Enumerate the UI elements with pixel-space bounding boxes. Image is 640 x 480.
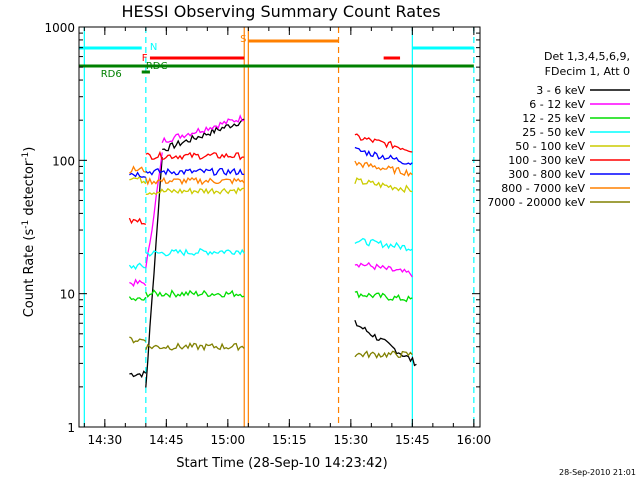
series-line-8 [129, 336, 147, 344]
y-tick-label: 1 [67, 421, 75, 435]
x-tick-label: 15:30 [334, 433, 369, 447]
series-line-8 [354, 350, 413, 360]
series-line-6 [354, 146, 413, 166]
series-line-4 [129, 175, 147, 185]
x-tick-label: 15:45 [395, 433, 430, 447]
series-line-2 [145, 289, 245, 299]
series-line-4 [145, 186, 245, 196]
y-tick-label: 1000 [44, 21, 75, 35]
y-tick-label: 10 [60, 288, 75, 302]
chart-title: HESSI Observing Summary Count Rates [121, 2, 440, 21]
series-line-5 [128, 217, 147, 226]
legend-label: 6 - 12 keV [529, 98, 585, 111]
legend-label: 3 - 6 keV [536, 84, 585, 97]
series-line-3 [145, 247, 245, 257]
series-line-3 [128, 262, 146, 271]
series-line-0 [162, 118, 245, 152]
marker-label-s: S [240, 34, 246, 45]
series-line-6 [129, 171, 146, 179]
timestamp: 28-Sep-2010 21:01 [559, 468, 636, 477]
series-line-0 [129, 370, 147, 379]
series-line-6 [145, 167, 245, 176]
series-line-3 [354, 237, 413, 252]
marker-label-rd: RDC [146, 61, 168, 72]
x-tick-label: 15:00 [211, 433, 246, 447]
marker-label-rd6: RD6 [101, 69, 122, 80]
series-line-0 [354, 319, 417, 367]
x-tick-label: 15:15 [272, 433, 307, 447]
x-axis-label: Start Time (28-Sep-10 14:23:42) [176, 456, 387, 471]
marker-label-n: N [150, 42, 157, 53]
series-line-0 [145, 157, 163, 388]
series-line-2 [128, 296, 147, 302]
x-tick-label: 14:45 [149, 433, 184, 447]
legend-label: 800 - 7000 keV [501, 182, 585, 195]
marker-label-f: F [142, 53, 148, 64]
legend-label: 7000 - 20000 keV [487, 196, 585, 209]
series-line-5 [145, 150, 245, 161]
legend-header-line-1: Det 1,3,4,5,6,9, [544, 50, 630, 63]
series-line-2 [354, 290, 413, 303]
legend-label: 300 - 800 keV [508, 168, 585, 181]
series-line-7 [129, 165, 146, 174]
y-tick-label: 100 [52, 154, 75, 168]
plot-frame [78, 26, 481, 428]
series-line-8 [145, 342, 245, 352]
x-tick-label: 14:30 [88, 433, 123, 447]
series-line-1 [354, 261, 413, 278]
series-line-7 [145, 176, 245, 186]
legend-header-line-2: FDecim 1, Att 0 [545, 65, 630, 78]
y-axis-label: Count Rate (s-1 detector-1) [21, 147, 37, 318]
series-line-1 [129, 278, 147, 288]
series-line-7 [354, 160, 413, 178]
legend-label: 100 - 300 keV [508, 154, 585, 167]
x-tick-label: 16:00 [457, 433, 492, 447]
series-line-1 [161, 114, 245, 143]
legend-label: 25 - 50 keV [522, 126, 585, 139]
series-line-5 [354, 133, 413, 153]
legend-label: 12 - 25 keV [522, 112, 585, 125]
legend-label: 50 - 100 keV [515, 140, 585, 153]
series-line-4 [354, 177, 413, 194]
